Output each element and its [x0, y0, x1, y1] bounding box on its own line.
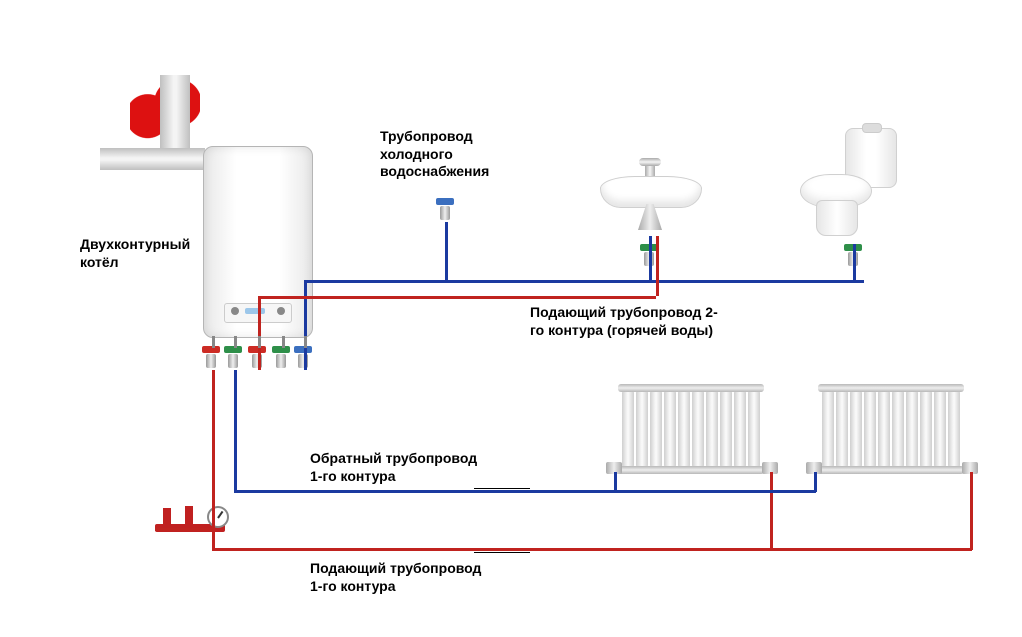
valve-boiler-3 — [250, 346, 264, 370]
pipe-heat-return — [614, 472, 617, 492]
flue-horizontal — [100, 148, 205, 170]
pipe-stub — [282, 336, 285, 348]
sink — [590, 158, 710, 238]
pipe-heat-supply — [212, 548, 972, 551]
pipe-stub — [304, 336, 307, 348]
label-cold-supply: Трубопроводхолодноговодоснабжения — [380, 128, 550, 181]
label-hot-supply-c2: Подающий трубопровод 2-го контура (горяч… — [530, 304, 790, 339]
pipe-hot-c2 — [656, 236, 659, 296]
pipe-cold — [853, 244, 856, 280]
pipe-heat-supply — [970, 472, 973, 550]
valve-boiler-4 — [274, 346, 288, 370]
pipe-heat-return — [234, 370, 237, 490]
valve-cold-inlet — [438, 198, 452, 222]
pipe-hot-c2 — [258, 296, 656, 299]
label-supply-c1: Подающий трубопровод1-го контура — [310, 560, 540, 595]
safety-group — [155, 500, 235, 540]
pipe-cold — [649, 236, 652, 280]
pipe-hot-c2 — [258, 346, 261, 370]
pipe-stub — [258, 336, 261, 348]
pipe-heat-return — [814, 472, 817, 492]
pipe-stub — [212, 336, 215, 348]
radiator-left — [620, 388, 762, 470]
leader-supply — [474, 552, 530, 553]
pipe-stub — [234, 336, 237, 348]
valve-boiler-2 — [226, 346, 240, 370]
leader-return — [474, 488, 530, 489]
toilet — [790, 128, 910, 248]
valve-boiler-1 — [204, 346, 218, 370]
label-return-c1: Обратный трубопровод1-го контура — [310, 450, 540, 485]
pipe-heat-supply — [770, 472, 773, 550]
valve-boiler-5 — [296, 346, 310, 370]
label-boiler: Двухконтурныйкотёл — [80, 236, 210, 271]
pipe-cold — [304, 280, 864, 283]
pipe-cold — [445, 222, 448, 280]
radiator-right — [820, 388, 962, 470]
pipe-cold — [304, 346, 307, 370]
flue-vertical — [160, 75, 190, 150]
diagram-stage: Двухконтурныйкотёл Трубопроводхолодногов… — [0, 0, 1022, 637]
pipe-heat-supply — [212, 370, 215, 548]
pipe-heat-supply — [155, 528, 215, 531]
pipe-heat-return — [234, 490, 816, 493]
